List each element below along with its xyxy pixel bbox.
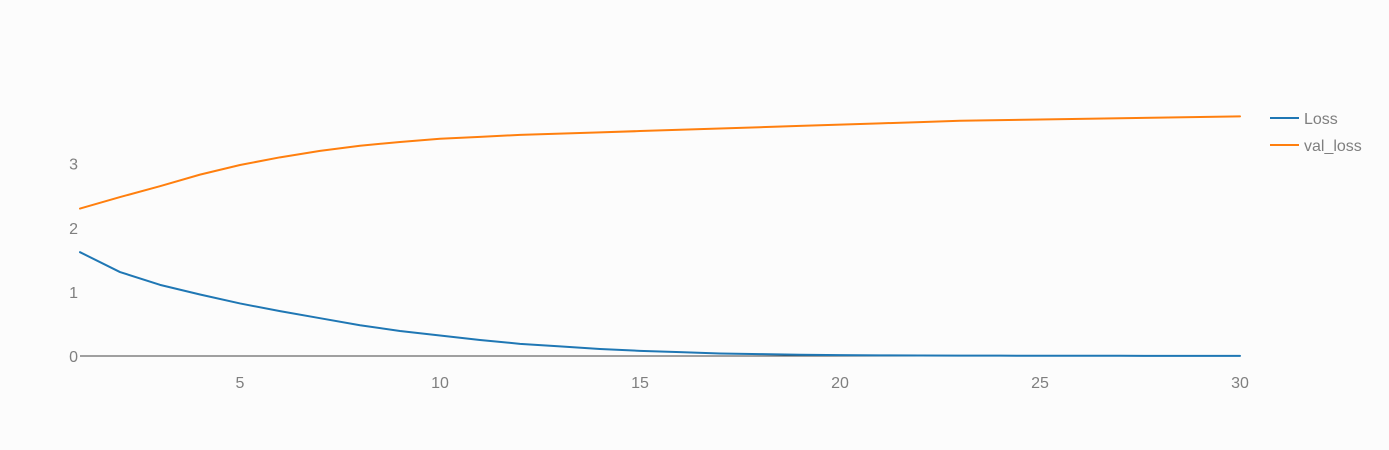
- x-tick-label: 15: [631, 375, 649, 392]
- legend-label: val_loss: [1304, 138, 1362, 155]
- y-tick-label: 2: [69, 221, 78, 238]
- x-tick-label: 10: [431, 375, 449, 392]
- y-tick-label: 3: [69, 157, 78, 174]
- plot-area: [79, 115, 1241, 357]
- legend-item[interactable]: val_loss: [1270, 138, 1362, 155]
- x-tick-label: 30: [1231, 375, 1249, 392]
- y-tick-label: 1: [69, 285, 78, 302]
- x-tick-label: 20: [831, 375, 849, 392]
- series-line-val-loss: [79, 115, 1241, 210]
- legend: Loss val_loss: [1270, 111, 1362, 155]
- legend-item[interactable]: Loss: [1270, 111, 1338, 128]
- y-tick-label: 0: [69, 349, 78, 366]
- x-tick-label: 5: [236, 375, 245, 392]
- series-line-loss: [79, 251, 1241, 357]
- x-tick-label: 25: [1031, 375, 1049, 392]
- legend-label: Loss: [1304, 111, 1338, 128]
